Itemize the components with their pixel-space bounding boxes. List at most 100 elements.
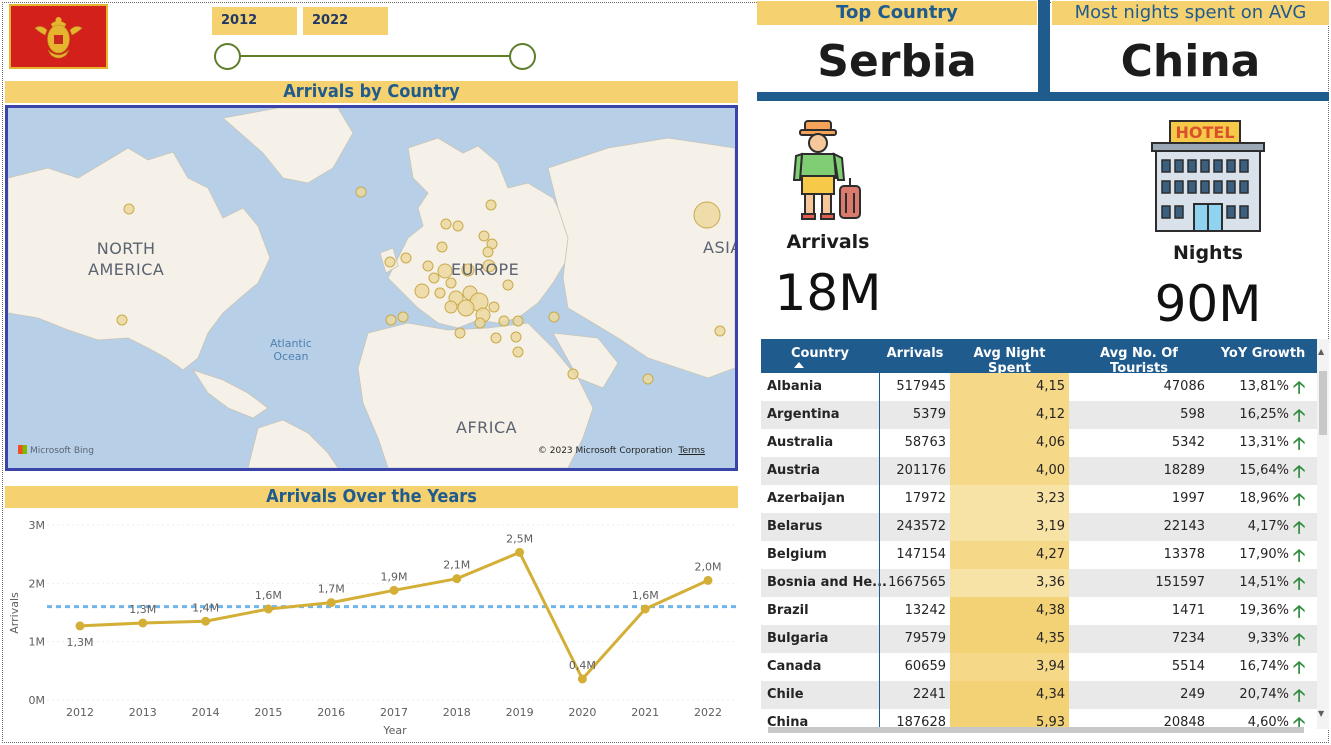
cell-country: Bosnia and He... <box>767 575 887 590</box>
x-tick-label: 2017 <box>380 706 408 719</box>
cell-arrivals: 1667565 <box>888 575 946 590</box>
cell-yoy-growth: 4,60% <box>1247 715 1289 729</box>
scroll-up-arrow-icon[interactable]: ▲ <box>1318 347 1325 356</box>
avg-night-fill <box>950 709 1069 729</box>
arrow-up-icon: 🡡 <box>1293 462 1306 482</box>
arrivals-total: 18M <box>774 264 882 322</box>
cell-avg-tourists: 5514 <box>1171 659 1205 674</box>
table-horizontal-scrollbar[interactable] <box>768 727 1304 733</box>
cell-yoy-growth: 13,81% <box>1239 379 1289 394</box>
map-label-europe: EUROPE <box>451 260 520 279</box>
avg-night-fill <box>950 541 1069 569</box>
line-chart-title: Arrivals Over the Years <box>5 486 738 508</box>
y-tick-label: 1M <box>29 636 46 649</box>
x-tick-label: 2020 <box>568 706 596 719</box>
cell-yoy-growth: 13,31% <box>1239 435 1289 450</box>
table-row[interactable]: Brazil 13242 4,38 1471 19,36% 🡡 <box>761 597 1317 625</box>
arrow-up-icon: 🡡 <box>1293 378 1306 398</box>
table-row[interactable]: Bosnia and He... 1667565 3,36 151597 14,51% 🡡 <box>761 569 1317 597</box>
data-point[interactable] <box>138 618 148 628</box>
cell-country: Belarus <box>767 519 823 534</box>
x-tick-label: 2012 <box>66 706 94 719</box>
table-row[interactable]: Argentina 5379 4,12 598 16,25% 🡡 <box>761 401 1317 429</box>
arrivals-map[interactable]: NORTH AMERICA EUROPE AFRICA ASIA Atlanti… <box>5 105 738 471</box>
slider-track[interactable] <box>240 55 510 57</box>
cell-arrivals: 201176 <box>896 463 946 478</box>
most-nights-label: Most nights spent on AVG <box>1052 1 1329 25</box>
data-label: 1,3M <box>67 636 94 649</box>
arrow-up-icon: 🡡 <box>1293 714 1306 729</box>
table-row[interactable]: Bulgaria 79579 4,35 7234 9,33% 🡡 <box>761 625 1317 653</box>
table-row[interactable]: Austria 201176 4,00 18289 15,64% 🡡 <box>761 457 1317 485</box>
cell-yoy-growth: 14,51% <box>1239 575 1289 590</box>
column-header-arrivals[interactable]: Arrivals <box>886 346 944 361</box>
column-header-avg-night-spent[interactable]: Avg Night Spent <box>973 346 1046 376</box>
slicer-end-year[interactable]: 2022 <box>303 7 388 35</box>
data-point[interactable] <box>577 674 587 684</box>
cell-avg-night: 3,23 <box>1036 491 1065 506</box>
map-label-north-america: NORTH AMERICA <box>88 239 165 279</box>
cell-avg-tourists: 18289 <box>1163 463 1205 478</box>
cell-country: Bulgaria <box>767 631 829 646</box>
cell-yoy-growth: 20,74% <box>1239 687 1289 702</box>
column-header-avg-tourists[interactable]: Avg No. Of Tourists <box>1100 346 1178 376</box>
cell-avg-night: 4,15 <box>1036 379 1065 394</box>
country-table[interactable]: Country Arrivals Avg Night Spent Avg No.… <box>761 339 1329 729</box>
scroll-down-arrow-icon[interactable]: ▼ <box>1318 709 1325 718</box>
slider-end-handle[interactable] <box>509 43 536 70</box>
map-terms-link[interactable]: Terms <box>678 446 705 456</box>
avg-night-fill <box>950 401 1069 429</box>
cell-avg-tourists: 20848 <box>1163 715 1205 729</box>
column-header-yoy-growth[interactable]: YoY Growth <box>1220 346 1306 361</box>
sort-ascending-icon[interactable] <box>794 362 804 368</box>
data-point[interactable] <box>515 547 525 557</box>
cell-yoy-growth: 16,74% <box>1239 659 1289 674</box>
data-point[interactable] <box>703 575 713 585</box>
data-label: 1,4M <box>192 601 219 614</box>
data-label: 1,7M <box>318 583 345 596</box>
cell-avg-night: 3,36 <box>1036 575 1065 590</box>
table-row[interactable]: Belgium 147154 4,27 13378 17,90% 🡡 <box>761 541 1317 569</box>
slider-start-handle[interactable] <box>214 43 241 70</box>
kpi-bottom-bar <box>757 92 1329 101</box>
kpi-divider <box>1038 0 1050 95</box>
montenegro-flag-image <box>9 4 108 69</box>
data-label: 1,9M <box>381 570 408 583</box>
cell-avg-night: 5,93 <box>1036 715 1065 729</box>
cell-country: Argentina <box>767 407 840 422</box>
table-row[interactable]: Belarus 243572 3,19 22143 4,17% 🡡 <box>761 513 1317 541</box>
cell-country: Brazil <box>767 603 809 618</box>
avg-night-fill <box>950 625 1069 653</box>
arrivals-over-years-chart[interactable]: 0M 1M 2M 3M Arrivals 2012 2013 2014 2015 2016 2017… <box>5 510 738 740</box>
table-row[interactable]: Canada 60659 3,94 5514 16,74% 🡡 <box>761 653 1317 681</box>
data-point[interactable] <box>326 598 336 608</box>
column-header-country[interactable]: Country <box>790 346 850 361</box>
table-row[interactable]: Australia 58763 4,06 5342 13,31% 🡡 <box>761 429 1317 457</box>
top-country-value: Serbia <box>817 36 977 87</box>
table-scroll-thumb[interactable] <box>1319 371 1327 435</box>
table-vertical-scrollbar[interactable] <box>1317 339 1329 729</box>
cell-avg-night: 4,38 <box>1036 603 1065 618</box>
y-axis-title: Arrivals <box>8 592 21 634</box>
data-point[interactable] <box>389 585 399 595</box>
data-point[interactable] <box>201 616 211 626</box>
table-row[interactable]: Albania 517945 4,15 47086 13,81% 🡡 <box>761 373 1317 401</box>
cell-yoy-growth: 9,33% <box>1247 631 1289 646</box>
data-point[interactable] <box>452 574 462 584</box>
data-point[interactable] <box>75 621 85 631</box>
table-row[interactable]: Azerbaijan 17972 3,23 1997 18,96% 🡡 <box>761 485 1317 513</box>
cell-avg-tourists: 1471 <box>1171 603 1205 618</box>
cell-country: Azerbaijan <box>767 491 845 506</box>
cell-yoy-growth: 16,25% <box>1239 407 1289 422</box>
table-row[interactable]: China 187628 5,93 20848 4,60% 🡡 <box>761 709 1317 729</box>
slicer-start-year[interactable]: 2012 <box>212 7 297 35</box>
avg-night-fill <box>950 513 1069 541</box>
cell-avg-tourists: 7234 <box>1171 631 1205 646</box>
cell-country: Australia <box>767 435 834 450</box>
data-point[interactable] <box>263 604 273 614</box>
map-copyright: © 2023 Microsoft Corporation Terms <box>538 446 705 456</box>
cell-arrivals: 5379 <box>912 407 946 422</box>
top-country-label: Top Country <box>757 1 1037 25</box>
table-row[interactable]: Chile 2241 4,34 249 20,74% 🡡 <box>761 681 1317 709</box>
data-point[interactable] <box>640 604 650 614</box>
